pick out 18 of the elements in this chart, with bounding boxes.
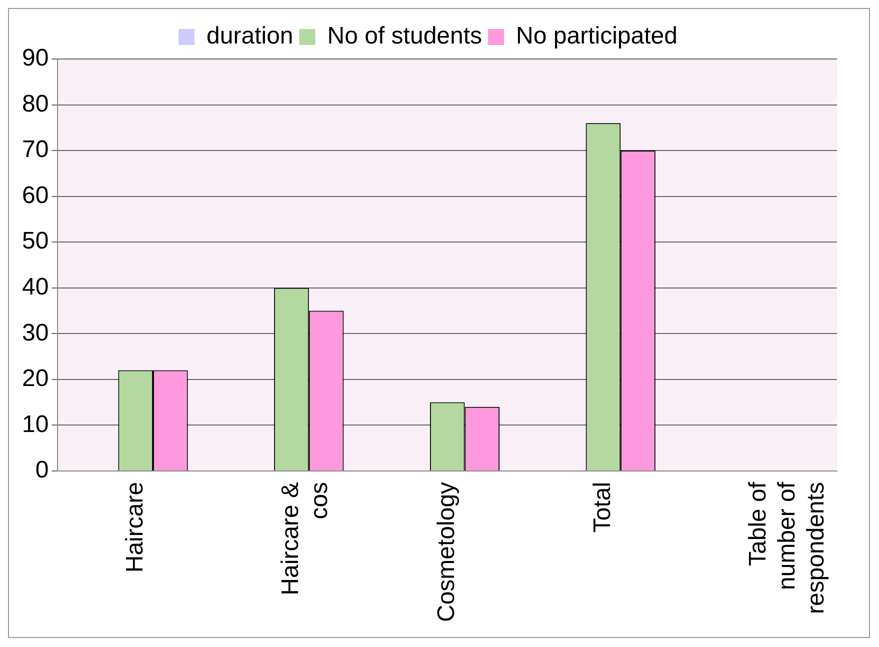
y-tick-label: 0: [35, 456, 49, 484]
y-tick-label: 70: [22, 136, 49, 164]
y-tick-label: 10: [22, 410, 49, 438]
x-tick-label: Cosmetology: [432, 482, 460, 622]
x-tick-label: Haircare & cos: [277, 482, 333, 596]
y-tick-label: 90: [22, 44, 49, 72]
y-tick-label: 30: [22, 319, 49, 346]
legend-label: No of students: [327, 22, 482, 50]
y-tick-label: 60: [22, 182, 49, 209]
y-tick-label: 40: [22, 273, 49, 300]
legend-label: duration: [206, 22, 294, 50]
x-tick-label: Total: [588, 482, 616, 533]
y-tick-label: 80: [22, 90, 49, 118]
x-tick-label: Table of number of respondents: [744, 482, 830, 614]
y-tick-label: 50: [22, 228, 49, 255]
legend-label: No participated: [516, 22, 678, 50]
y-tick-label: 20: [22, 365, 49, 392]
x-tick-label: Haircare: [121, 482, 148, 573]
